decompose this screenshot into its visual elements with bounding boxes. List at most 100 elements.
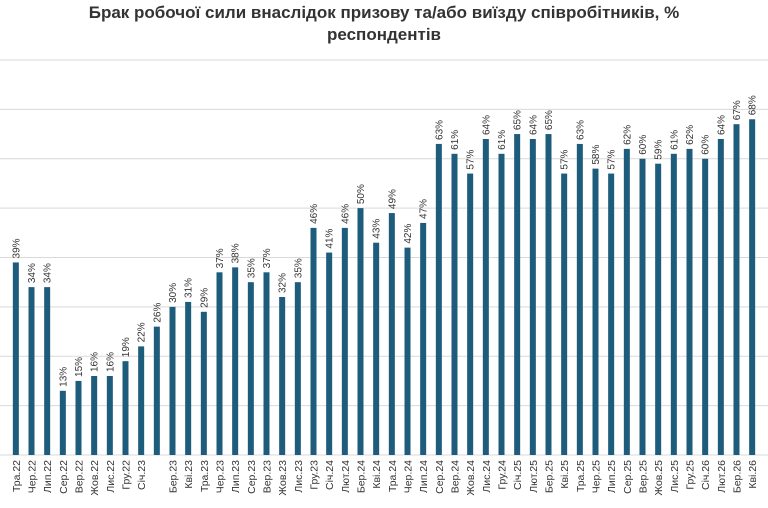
x-tick-label: Лют.26 (716, 460, 728, 493)
x-tick-label: Чер.22 (27, 460, 39, 493)
value-label: 65% (544, 110, 555, 130)
x-tick-label: Тра.22 (11, 460, 23, 492)
x-tick-label: Кві.26 (747, 460, 759, 489)
value-label: 34% (27, 263, 38, 283)
x-tick-label: Кві.25 (559, 460, 571, 489)
bar (451, 153, 458, 455)
x-tick-label: Жов.22 (89, 460, 101, 496)
x-tick-label: Лют.24 (340, 460, 352, 493)
x-tick-label: Гру.24 (497, 460, 509, 490)
bar (467, 173, 474, 455)
bar (326, 252, 333, 455)
bar (670, 153, 677, 455)
bar (75, 380, 82, 455)
bar (59, 390, 66, 455)
value-label: 59% (654, 140, 665, 160)
x-tick-label: Гру.23 (309, 460, 321, 490)
x-tick-label: Лип.23 (230, 460, 242, 493)
value-label: 64% (481, 115, 492, 135)
x-tick-label: Вер.25 (638, 460, 650, 493)
x-tick-label: Лис.25 (669, 460, 681, 493)
value-label: 61% (669, 130, 680, 150)
value-label: 62% (685, 125, 696, 145)
value-label: 49% (387, 189, 398, 209)
value-label: 50% (356, 184, 367, 204)
bar (185, 301, 192, 455)
value-label: 31% (184, 278, 195, 298)
x-tick-label: Лип.22 (42, 460, 54, 493)
value-label: 32% (278, 273, 289, 293)
value-label: 65% (513, 110, 524, 130)
value-label: 39% (11, 238, 22, 258)
value-label: 68% (748, 95, 759, 115)
bar (514, 134, 521, 455)
value-label: 63% (434, 120, 445, 140)
value-label: 13% (58, 367, 69, 387)
value-label: 64% (528, 115, 539, 135)
bar (279, 297, 286, 455)
bar (420, 222, 427, 455)
x-tick-label: Січ.23 (136, 460, 148, 490)
value-label: 37% (215, 248, 226, 268)
bar (263, 272, 270, 455)
x-tick-label: Вер.24 (450, 460, 462, 493)
value-label: 57% (466, 149, 477, 169)
value-label: 47% (419, 199, 430, 219)
bar (561, 173, 568, 455)
bar (169, 306, 176, 455)
value-label: 41% (325, 228, 336, 248)
x-tick-label: Лют.25 (528, 460, 540, 493)
value-label: 60% (638, 135, 649, 155)
bar (91, 376, 98, 455)
value-label: 34% (43, 263, 54, 283)
x-tick-label: Тра.25 (575, 460, 587, 492)
x-tick-label: Тра.24 (387, 460, 399, 492)
x-tick-label: Гру.25 (685, 460, 697, 490)
value-label: 46% (309, 204, 320, 224)
bar (153, 326, 160, 455)
bar (200, 311, 207, 455)
x-tick-label: Гру.22 (121, 460, 133, 490)
x-tick-label: Бер.24 (356, 460, 368, 493)
bar (388, 213, 395, 455)
bar (310, 227, 317, 455)
bar (373, 242, 380, 455)
x-tick-label: Кві.24 (371, 460, 383, 489)
bar (529, 139, 536, 455)
x-tick-label: Лип.24 (418, 460, 430, 493)
chart-title: Брак робочої сили внаслідок призову та/а… (89, 3, 679, 22)
bar (749, 119, 756, 455)
x-tick-label: Чер.23 (215, 460, 227, 493)
bar (404, 247, 411, 455)
value-label: 16% (105, 352, 116, 372)
value-label: 19% (121, 337, 132, 357)
x-tick-label: Кві.23 (183, 460, 195, 489)
bar (44, 287, 51, 455)
value-label: 15% (74, 357, 85, 377)
bar (216, 272, 223, 455)
x-tick-label: Чер.24 (403, 460, 415, 493)
x-tick-label: Січ.26 (700, 460, 712, 490)
bar (435, 143, 442, 455)
x-tick-label: Чер.25 (591, 460, 603, 493)
x-tick-label: Вер.22 (74, 460, 86, 493)
x-tick-label: Лис.24 (481, 460, 493, 493)
bar (717, 139, 724, 455)
value-label: 30% (168, 283, 179, 303)
value-label: 35% (293, 258, 304, 278)
bar (482, 139, 489, 455)
bar (12, 262, 19, 455)
x-tick-label: Бер.23 (168, 460, 180, 493)
bar (28, 287, 35, 455)
value-label: 38% (231, 243, 242, 263)
x-tick-label: Сер.23 (246, 460, 258, 494)
bar (106, 376, 113, 455)
x-tick-label: Жов.25 (653, 460, 665, 496)
x-tick-label: Лис.23 (293, 460, 305, 493)
bar (545, 134, 552, 455)
value-label: 64% (716, 115, 727, 135)
bar (138, 346, 145, 455)
x-tick-label: Бер.25 (544, 460, 556, 493)
value-label: 61% (450, 130, 461, 150)
